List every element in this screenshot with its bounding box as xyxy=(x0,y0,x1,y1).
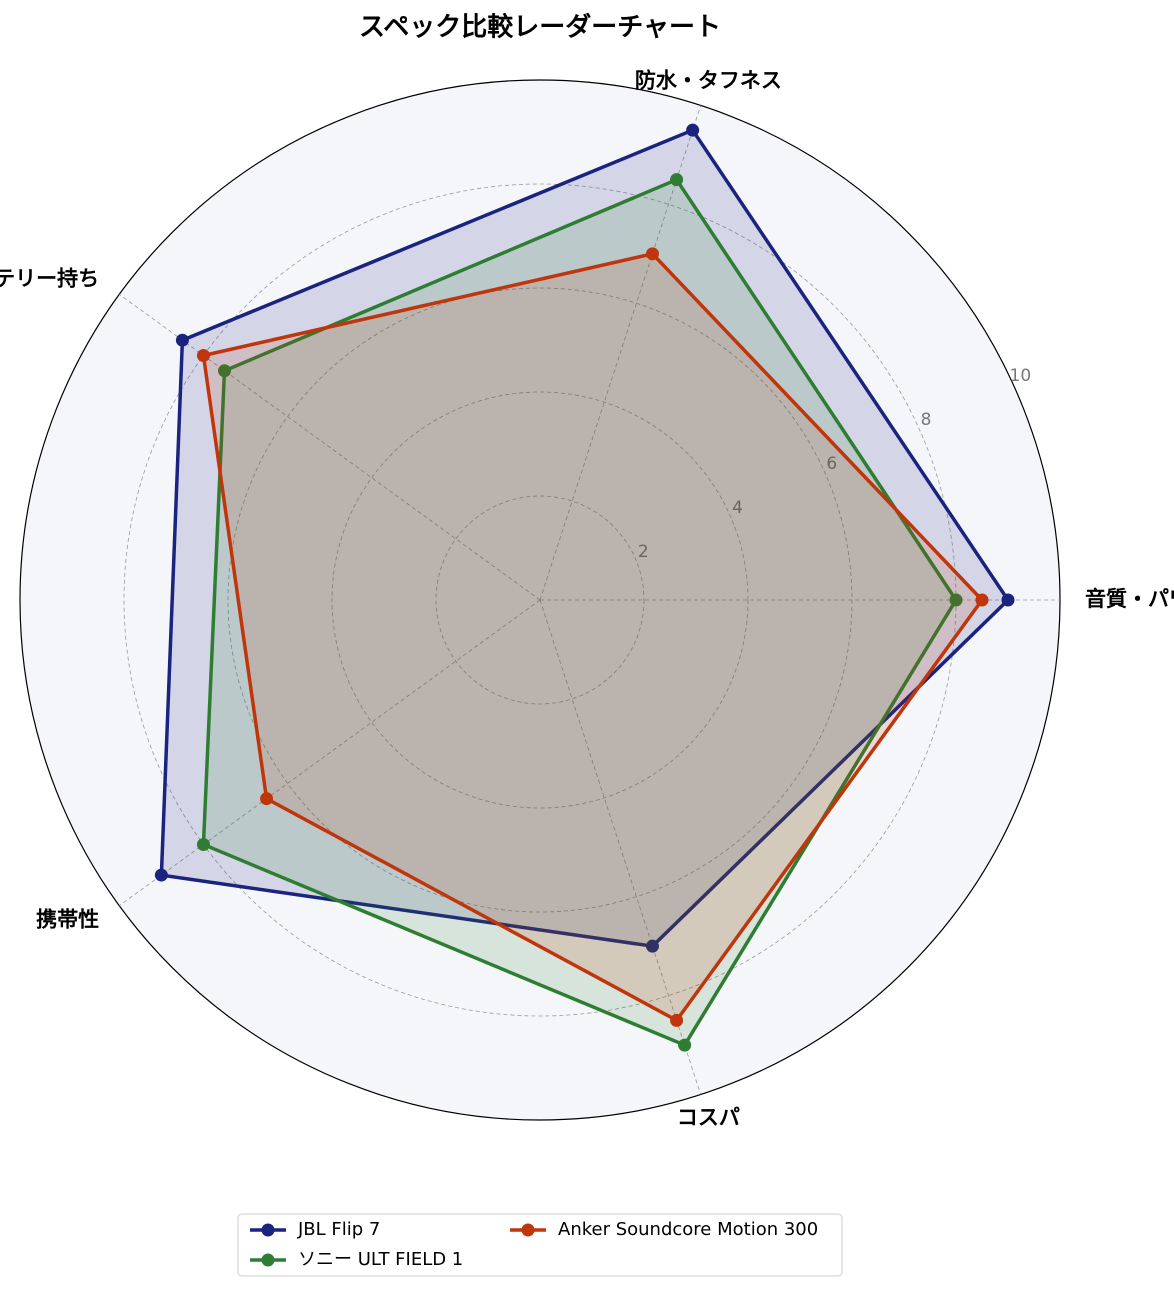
data-point xyxy=(678,1038,692,1052)
series-line xyxy=(201,177,959,1048)
r-tick-label: 2 xyxy=(638,542,649,562)
r-tick-label: 10 xyxy=(1010,366,1032,386)
category-label: 防水・タフネス xyxy=(635,69,782,93)
r-tick-label: 6 xyxy=(826,454,837,474)
spoke xyxy=(539,105,702,601)
data-point xyxy=(196,348,210,362)
series-area xyxy=(203,253,983,1021)
data-point xyxy=(670,1013,684,1027)
grid-ring xyxy=(435,495,645,705)
category-label: 携帯性 xyxy=(36,907,99,931)
spoke xyxy=(119,599,541,906)
legend-label: Anker Soundcore Motion 300 xyxy=(558,1219,818,1240)
legend-label: JBL Flip 7 xyxy=(297,1219,380,1240)
r-tick-label: 8 xyxy=(921,410,932,430)
r-tick-label: 4 xyxy=(732,498,743,518)
legend-marker xyxy=(261,1253,275,1267)
data-point xyxy=(645,939,659,953)
chart-title: スペック比較レーダーチャート xyxy=(359,12,721,43)
legend-marker xyxy=(521,1223,535,1237)
series-line xyxy=(159,128,1011,949)
category-label: 音質・パワー xyxy=(1085,587,1174,611)
data-point xyxy=(686,123,700,137)
data-point xyxy=(1001,593,1015,607)
data-point xyxy=(260,792,274,806)
data-point xyxy=(645,247,659,261)
legend-marker xyxy=(261,1223,275,1237)
spoke xyxy=(119,294,541,601)
data-point xyxy=(154,868,168,882)
category-label: バッテリー持ち xyxy=(0,267,99,291)
data-point xyxy=(175,333,189,347)
data-point xyxy=(975,593,989,607)
data-point xyxy=(217,364,231,378)
series-area xyxy=(161,130,1008,947)
series-line xyxy=(201,251,985,1023)
data-point xyxy=(949,593,963,607)
spoke xyxy=(539,599,702,1095)
legend-box xyxy=(237,1213,843,1277)
category-label: コスパ xyxy=(677,1105,740,1129)
data-point xyxy=(670,173,684,187)
data-point xyxy=(196,838,210,852)
series-area xyxy=(203,179,957,1046)
legend-label: ソニー ULT FIELD 1 xyxy=(298,1249,463,1270)
grid-ring xyxy=(331,391,749,809)
